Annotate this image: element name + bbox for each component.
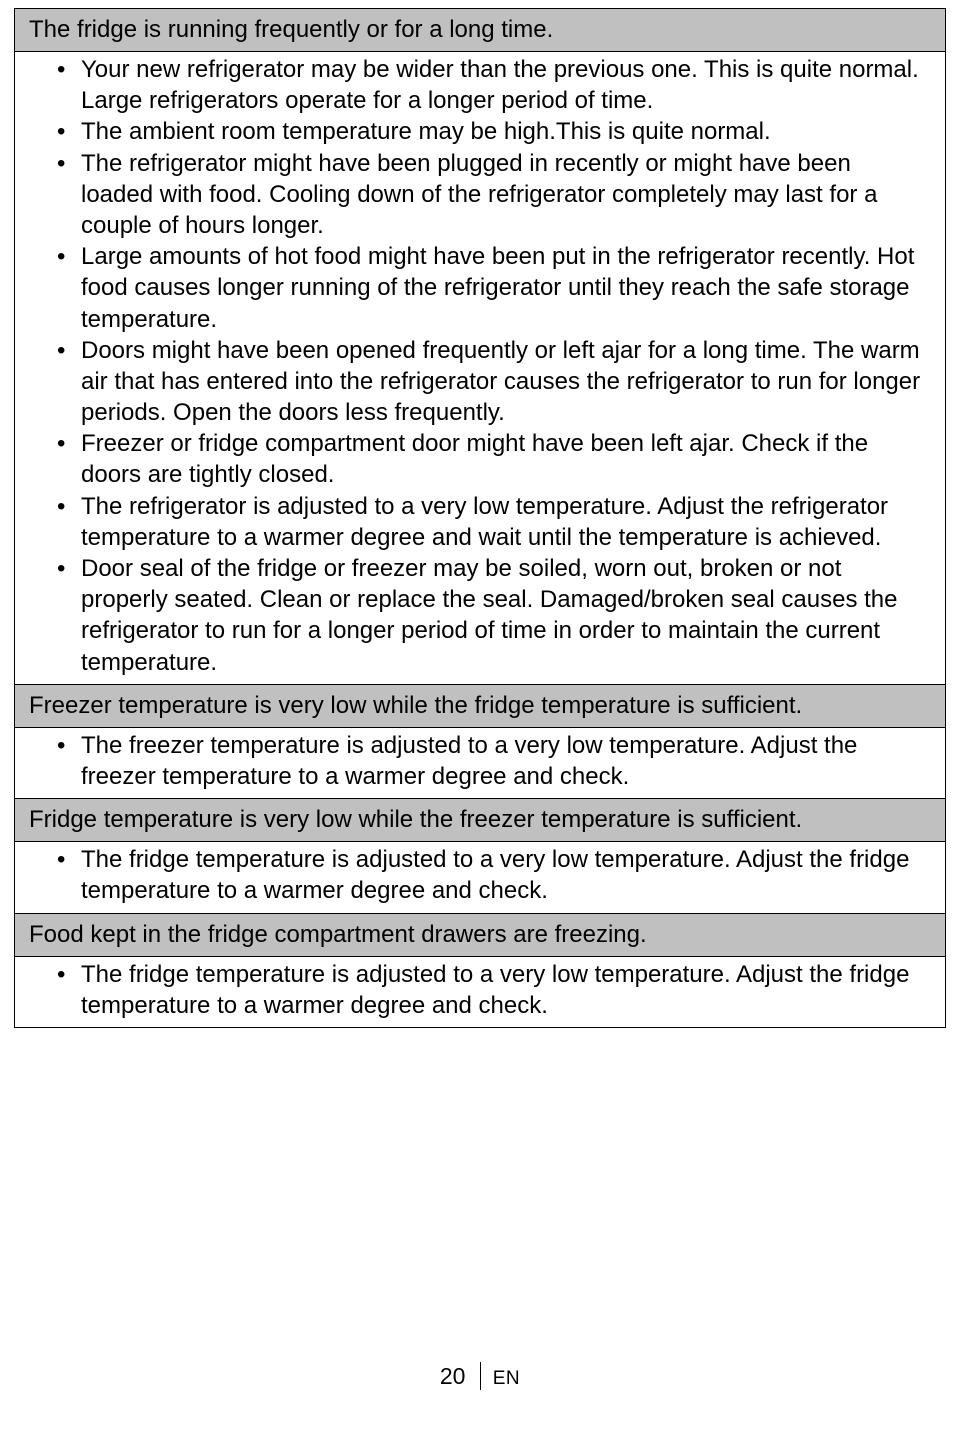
bullet-list: The freezer temperature is adjusted to a… bbox=[39, 730, 921, 792]
bullet-list: The fridge temperature is adjusted to a … bbox=[39, 959, 921, 1021]
section-body: Your new refrigerator may be wider than … bbox=[15, 52, 946, 685]
section-body: The fridge temperature is adjusted to a … bbox=[15, 842, 946, 913]
section-header: Food kept in the fridge compartment draw… bbox=[15, 913, 946, 956]
bullet-item: Door seal of the fridge or freezer may b… bbox=[57, 553, 921, 678]
bullet-item: The refrigerator is adjusted to a very l… bbox=[57, 491, 921, 553]
bullet-item: Doors might have been opened frequently … bbox=[57, 335, 921, 429]
footer-divider bbox=[480, 1362, 481, 1390]
bullet-item: The fridge temperature is adjusted to a … bbox=[57, 844, 921, 906]
section-body: The freezer temperature is adjusted to a… bbox=[15, 727, 946, 798]
manual-page: The fridge is running frequently or for … bbox=[0, 0, 960, 1434]
bullet-list: Your new refrigerator may be wider than … bbox=[39, 54, 921, 678]
section-header: The fridge is running frequently or for … bbox=[15, 9, 946, 52]
section-body: The fridge temperature is adjusted to a … bbox=[15, 956, 946, 1027]
section-header: Fridge temperature is very low while the… bbox=[15, 799, 946, 842]
section-header: Freezer temperature is very low while th… bbox=[15, 684, 946, 727]
troubleshooting-table: The fridge is running frequently or for … bbox=[14, 8, 946, 1028]
bullet-item: Freezer or fridge compartment door might… bbox=[57, 428, 921, 490]
bullet-item: The refrigerator might have been plugged… bbox=[57, 148, 921, 242]
bullet-item: Your new refrigerator may be wider than … bbox=[57, 54, 921, 116]
page-number: 20 bbox=[440, 1363, 466, 1389]
page-footer: 20 EN bbox=[0, 1363, 960, 1392]
bullet-list: The fridge temperature is adjusted to a … bbox=[39, 844, 921, 906]
bullet-item: The ambient room temperature may be high… bbox=[57, 116, 921, 147]
bullet-item: Large amounts of hot food might have bee… bbox=[57, 241, 921, 335]
bullet-item: The freezer temperature is adjusted to a… bbox=[57, 730, 921, 792]
language-code: EN bbox=[493, 1368, 520, 1389]
bullet-item: The fridge temperature is adjusted to a … bbox=[57, 959, 921, 1021]
